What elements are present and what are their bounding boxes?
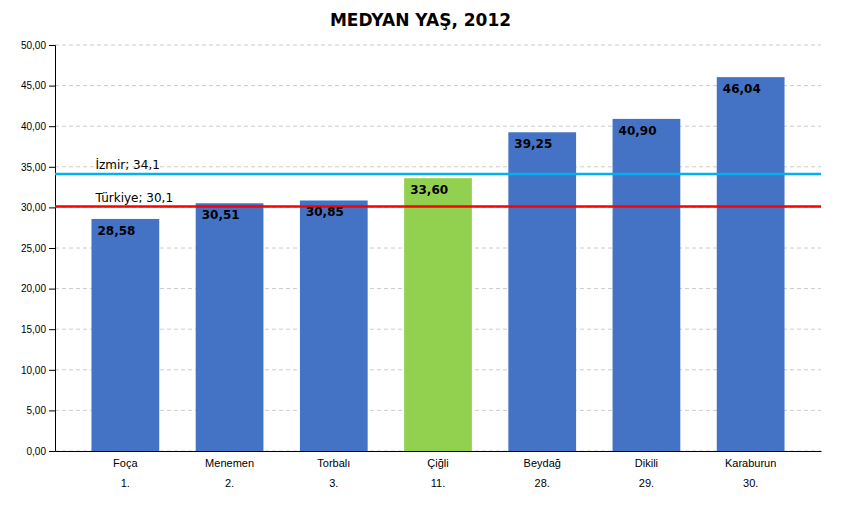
tick-mark	[49, 167, 55, 168]
chart: 0,00 5,00 10,00 15,00 20,00 25,00 30,00 35,00 40…	[0, 0, 841, 509]
rank-label: 11.	[431, 477, 445, 489]
tick-label: 40,00	[21, 121, 46, 132]
bar	[717, 77, 785, 451]
grid-line	[55, 126, 821, 127]
tick-label: 25,00	[21, 243, 46, 254]
tick: Menemen 2.	[205, 457, 254, 489]
tick: 30,00	[21, 202, 55, 213]
tick-label: Menemen	[205, 457, 254, 469]
tick: 5,00	[27, 405, 55, 416]
marks	[55, 77, 821, 451]
tick: 20,00	[21, 283, 55, 294]
grid-line	[55, 166, 821, 167]
tick: Dikili 29.	[635, 457, 658, 489]
grid-line	[55, 45, 821, 46]
axis-domain	[56, 451, 822, 452]
tick-mark	[49, 451, 55, 452]
tick-label: 5,00	[27, 405, 47, 416]
data-label: 30,85	[306, 205, 344, 219]
plot: 0,00 5,00 10,00 15,00 20,00 25,00 30,00 35,00 40…	[21, 40, 822, 489]
tick: 0,00	[27, 446, 55, 457]
data-label: 39,25	[514, 137, 552, 151]
tick-label: 45,00	[21, 80, 46, 91]
tick: Foça 1.	[113, 457, 138, 489]
tick-label: Dikili	[635, 457, 658, 469]
tick-mark	[49, 248, 55, 249]
rank-label: 2.	[225, 477, 234, 489]
bar	[404, 178, 472, 451]
bar	[91, 219, 159, 451]
tick-mark	[49, 410, 55, 411]
data-label: 33,60	[410, 183, 448, 197]
tick-mark	[49, 45, 55, 46]
tick-mark	[49, 207, 55, 208]
tick-label: Karaburun	[725, 457, 776, 469]
bar	[300, 200, 368, 451]
data-label: 40,90	[619, 124, 657, 138]
rank-label: 1.	[121, 477, 130, 489]
tick: Torbalı 3.	[317, 457, 350, 489]
title: MEDYAN YAŞ, 2012	[330, 10, 511, 30]
reference-label: Türkiye; 30,1	[94, 191, 173, 205]
bar	[196, 203, 264, 451]
tick: Çiğli 11.	[427, 457, 448, 489]
tick: 50,00	[21, 40, 55, 51]
rank-label: 28.	[535, 477, 550, 489]
data-label: 46,04	[723, 82, 761, 96]
tick-label: 15,00	[21, 324, 46, 335]
data-label: 28,58	[97, 224, 135, 238]
labels: 28,58 30,51 30,85 33,60 39,25 40,90 46,04 İzmir…	[94, 82, 760, 238]
y-axis: 0,00 5,00 10,00 15,00 20,00 25,00 30,00 35,00 40…	[21, 40, 56, 457]
bar	[613, 119, 681, 451]
tick-label: 50,00	[21, 40, 46, 51]
tick-mark	[49, 126, 55, 127]
tick-mark	[49, 329, 55, 330]
tick-label: 35,00	[21, 162, 46, 173]
rank-label: 30.	[743, 477, 758, 489]
tick: 40,00	[21, 121, 55, 132]
grid	[55, 45, 821, 451]
tick-mark	[49, 86, 55, 87]
tick: 25,00	[21, 243, 55, 254]
bar	[508, 132, 576, 451]
tick-mark	[49, 289, 55, 290]
x-axis: Foça 1. Menemen 2. Torbalı 3. Çiğli 11. Beydağ 28…	[56, 452, 822, 490]
tick: Karaburun 30.	[725, 457, 776, 489]
rank-label: 29.	[639, 477, 654, 489]
grid-line	[55, 207, 821, 208]
tick-label: Torbalı	[317, 457, 350, 469]
grid-line	[55, 85, 821, 86]
tick: 45,00	[21, 80, 55, 91]
tick: 10,00	[21, 365, 55, 376]
data-label: 30,51	[202, 208, 240, 222]
tick-mark	[49, 370, 55, 371]
tick-label: 30,00	[21, 202, 46, 213]
reference-line	[55, 205, 821, 208]
tick-label: Çiğli	[427, 457, 448, 469]
tick: 35,00	[21, 162, 55, 173]
tick-label: 10,00	[21, 365, 46, 376]
axis-domain	[49, 46, 56, 452]
rank-label: 3.	[329, 477, 338, 489]
tick-label: Beydağ	[524, 457, 561, 469]
tick-label: Foça	[113, 457, 138, 469]
tick-label: 20,00	[21, 283, 46, 294]
tick: 15,00	[21, 324, 55, 335]
tick-label: 0,00	[27, 446, 47, 457]
reference-label: İzmir; 34,1	[95, 157, 159, 172]
tick: Beydağ 28.	[524, 457, 561, 489]
reference-line	[55, 173, 821, 176]
